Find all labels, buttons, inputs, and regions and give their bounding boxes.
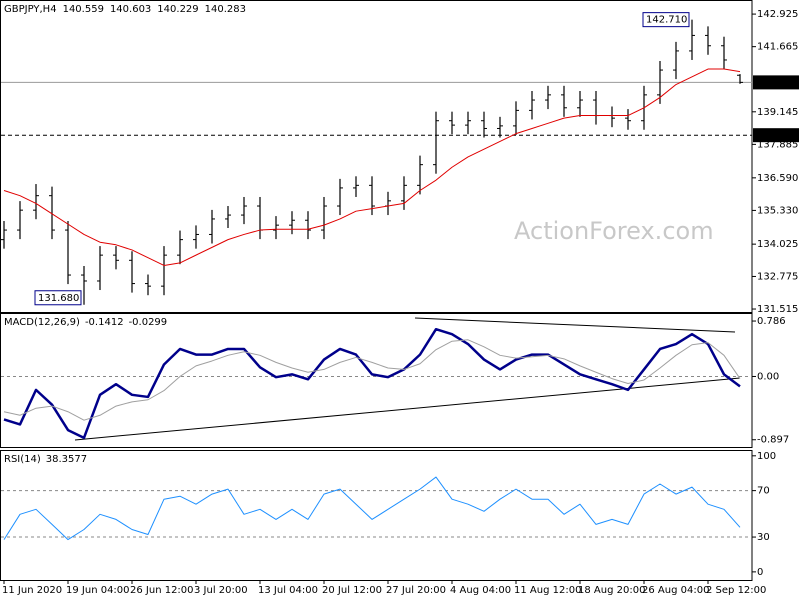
panel-border [0,0,753,313]
x-tick-label: 4 Aug 04:00 [450,585,511,596]
x-tick-label: 3 Jul 20:00 [194,585,248,596]
x-tick-label: 13 Jul 04:00 [258,585,318,596]
y-tick-label: 134.025 [757,239,798,250]
ohlc-value: 140.603 [110,4,151,15]
x-tick-label: 20 Jul 12:00 [322,585,382,596]
indicator-name: MACD(12,26,9) [4,317,80,328]
price-label-box [753,75,799,90]
ohlc-value: 140.559 [63,4,104,15]
panel-title: GBPJPY,H4 140.559 140.603 140.229 140.283 [4,4,246,15]
indicator-value: 38.3577 [46,454,87,465]
price-label: 138.240 [756,130,797,141]
indicator-line [3,476,741,541]
x-tick-label: 26 Jun 12:00 [130,585,194,596]
x-tick-label: 26 Aug 04:00 [642,585,709,596]
y-tick-label: 139.145 [757,107,798,118]
y-tick-label: 100 [757,451,776,462]
indicator-line [3,327,741,440]
x-tick-label: 11 Aug 12:00 [514,585,581,596]
y-tick-label: 136.590 [757,173,798,184]
symbol: GBPJPY,H4 [4,4,57,15]
y-tick-label: 70 [757,486,770,497]
y-tick-label: 0.786 [757,316,786,327]
x-tick-label: 19 Jun 04:00 [66,585,130,596]
x-tick-label: 27 Jul 20:00 [386,585,446,596]
ohlc-value: 140.229 [157,4,198,15]
y-tick-label: 142.925 [757,9,798,20]
panel-title: RSI(14) 38.3577 [4,454,87,465]
y-tick-label: 135.330 [757,205,798,216]
y-tick-label: 30 [757,532,770,543]
watermark: ActionForex.com [514,217,714,245]
y-tick-label: 131.515 [757,304,798,315]
annotation-label: 131.680 [38,293,79,304]
y-tick-label: 0.00 [757,371,779,382]
panel-border [0,313,753,448]
y-tick-label: 0 [757,567,763,578]
annotation-box [642,12,690,28]
y-tick-label: 137.885 [757,139,798,150]
trend-line [414,317,736,333]
moving-average [3,68,741,266]
price-label-box [753,128,799,143]
x-tick-label: 11 Jun 2020 [2,585,62,596]
x-tick-label: 18 Aug 20:00 [578,585,645,596]
price-label: 140.283 [756,77,797,88]
indicator-name: RSI(14) [4,454,41,465]
y-tick-label: -0.897 [757,435,789,446]
indicator-line [3,339,741,421]
x-tick-label: 2 Sep 12:00 [706,585,766,596]
annotation-label: 142.710 [646,15,687,26]
panel-title: MACD(12,26,9) -0.1412 -0.0299 [4,317,167,328]
y-tick-label: 132.775 [757,271,798,282]
y-tick-label: 141.665 [757,42,798,53]
indicator-value: -0.0299 [129,317,168,328]
annotation-box [34,290,82,306]
panel-border [0,450,753,581]
ohlc-value: 140.283 [205,4,246,15]
indicator-value: -0.1412 [85,317,124,328]
